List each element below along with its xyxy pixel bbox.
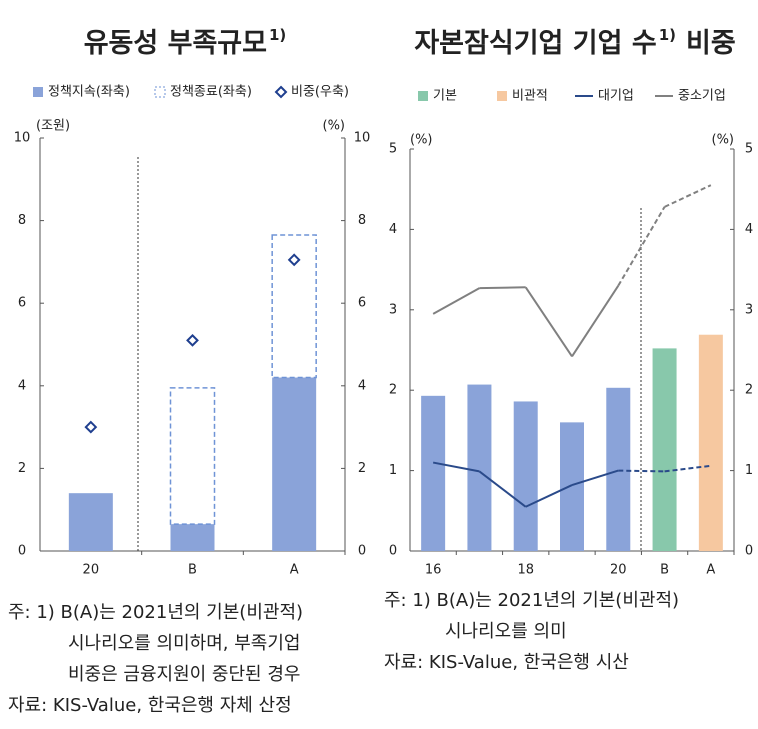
legend-swatch	[154, 86, 166, 98]
chart-title: 유동성 부족규모 1)	[84, 26, 287, 59]
line-segment	[571, 285, 620, 357]
legend-swatch	[33, 87, 43, 97]
legend-swatch	[274, 85, 288, 99]
y2-tick-label: 0	[358, 544, 366, 559]
x-tick-label: B	[660, 563, 669, 578]
legend-label: 비관적	[512, 89, 548, 104]
title-end: 비중	[686, 28, 736, 59]
title-text: 자본잠식기업 기업 수	[414, 28, 656, 59]
y-tick-label: 6	[18, 296, 26, 311]
note: 자료: KIS-Value, 한국은행 시산	[384, 652, 629, 673]
note: 시나리오를 의미하며, 부족기업	[68, 633, 300, 654]
y2-tick-label: 4	[745, 222, 753, 237]
legend-label: 정책종료(좌축)	[170, 85, 252, 100]
x-tick-label: 18	[517, 563, 534, 578]
legend-swatch	[418, 91, 428, 101]
line-segment	[525, 484, 573, 508]
bar	[513, 401, 538, 551]
bar	[421, 395, 446, 551]
y2-tick-label: 2	[358, 461, 366, 476]
x-tick-label: A	[290, 563, 299, 578]
y2-tick-label: 1	[745, 463, 753, 478]
line-segment	[432, 287, 480, 315]
y-tick-label: 5	[389, 142, 397, 157]
y2-tick-label: 5	[745, 142, 753, 157]
note: 주: 1) B(A)는 2021년의 기본(비관적)	[8, 602, 303, 623]
x-tick-label: 16	[425, 563, 442, 578]
marker	[287, 253, 301, 267]
x-tick-label: A	[706, 563, 715, 578]
title-note: 1)	[659, 26, 676, 44]
note: 자료: KIS-Value, 한국은행 자체 산정	[8, 695, 292, 716]
bar	[169, 387, 216, 525]
legend-label: 대기업	[598, 89, 634, 104]
y2-tick-label: 0	[745, 544, 753, 559]
note: 비중은 금융지원이 중단된 경우	[68, 664, 300, 685]
bar	[170, 524, 215, 551]
y-tick-label: 0	[18, 544, 26, 559]
y2-tick-label: 6	[358, 296, 366, 311]
x-tick-label: B	[188, 563, 197, 578]
y-tick-label: 4	[18, 378, 26, 393]
y-tick-label: 2	[389, 383, 397, 398]
y-tick-label: 8	[18, 213, 26, 228]
bar	[271, 234, 317, 379]
y-tick-label: 4	[389, 222, 397, 237]
y2-tick-label: 4	[358, 378, 366, 393]
line-segment	[479, 286, 526, 290]
bar	[467, 384, 492, 551]
legend-label: 정책지속(좌축)	[48, 85, 130, 100]
marker	[84, 420, 98, 434]
y-unit: (조원)	[36, 119, 70, 134]
line-segment	[571, 469, 619, 487]
legend-label: 비중(우축)	[291, 85, 349, 100]
bar	[68, 493, 113, 551]
legend-label: 중소기업	[678, 89, 726, 104]
y2-unit: (%)	[712, 133, 735, 148]
title-note: 1)	[269, 26, 286, 44]
line-segment	[432, 461, 480, 473]
y-tick-label: 2	[18, 461, 26, 476]
y2-tick-label: 8	[358, 213, 366, 228]
line-segment	[617, 206, 666, 287]
legend-label: 기본	[433, 89, 457, 104]
y-tick-label: 0	[389, 544, 397, 559]
y-tick-label: 10	[14, 131, 31, 146]
x-tick-label: 20	[83, 563, 100, 578]
title-text: 유동성 부족규모	[84, 28, 267, 59]
y2-tick-label: 10	[354, 131, 371, 146]
note: 시나리오를 의미	[445, 621, 567, 642]
y-tick-label: 3	[389, 302, 397, 317]
line-segment	[478, 470, 527, 508]
marker	[186, 333, 199, 347]
legend-swatch	[497, 91, 507, 101]
bar	[698, 334, 723, 551]
bar	[652, 348, 677, 551]
chart-title: 자본잠식기업 기업 수 1) 비중	[414, 26, 735, 59]
y-tick-label: 1	[389, 463, 397, 478]
line-segment	[664, 184, 712, 208]
bar	[272, 377, 317, 551]
note: 주: 1) B(A)는 2021년의 기본(비관적)	[384, 590, 679, 611]
bar	[606, 387, 631, 551]
y2-tick-label: 3	[745, 302, 753, 317]
y2-unit: (%)	[323, 119, 346, 134]
x-tick-label: 20	[610, 563, 627, 578]
y-unit: (%)	[410, 133, 433, 148]
bar	[560, 422, 584, 551]
line-segment	[524, 286, 573, 357]
y2-tick-label: 2	[745, 383, 753, 398]
